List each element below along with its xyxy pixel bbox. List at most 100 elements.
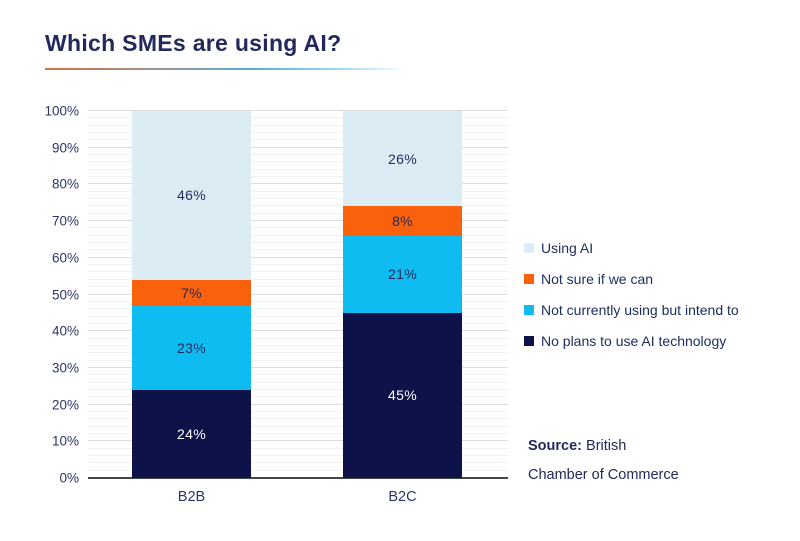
legend-label: Not currently using but intend to xyxy=(541,301,739,318)
segment-value-label: 8% xyxy=(392,213,413,230)
gridline-minor xyxy=(88,462,508,464)
segment-value-label: 26% xyxy=(388,150,417,167)
bar-segment-navy: 45% xyxy=(343,312,462,478)
stacked-bar-b2c: 45% 21% 8% 26% xyxy=(343,111,462,478)
gridline-major xyxy=(88,256,508,258)
y-axis-tick-label: 10% xyxy=(51,433,79,449)
gridline-major xyxy=(88,146,508,148)
bar-segment-orange: 8% xyxy=(343,206,462,236)
gridline-minor xyxy=(88,249,508,251)
gridline-minor xyxy=(88,454,508,456)
gridline-minor xyxy=(88,161,508,163)
segment-value-label: 24% xyxy=(177,425,206,442)
segment-value-label: 46% xyxy=(177,187,206,204)
bar-segment-orange: 7% xyxy=(132,279,251,306)
gridline-minor xyxy=(88,132,508,134)
legend-label: Using AI xyxy=(541,239,594,256)
chart-title: Which SMEs are using AI? xyxy=(45,30,342,56)
legend-item: Using AI xyxy=(524,239,739,256)
gridline-minor xyxy=(88,381,508,383)
legend-label: Not sure if we can xyxy=(541,270,654,287)
gridline-major xyxy=(88,330,508,332)
bar-segment-cyan: 21% xyxy=(343,235,462,313)
gridline-major xyxy=(88,220,508,222)
bar-segment-navy: 24% xyxy=(132,389,251,478)
title-underline-gradient xyxy=(45,68,405,70)
gridline-minor xyxy=(88,176,508,178)
gridline-minor xyxy=(88,234,508,236)
bar-segment-pale_blue: 26% xyxy=(343,111,462,207)
bar-segment-cyan: 23% xyxy=(132,305,251,390)
source-label: Source: xyxy=(528,438,582,454)
y-axis-tick-label: 80% xyxy=(51,176,79,192)
source-note: Source: British Chamber of Commerce xyxy=(528,432,679,490)
plot-area: 0% 10% 20% 30% 40% 50% 60% 70% 80% 90% 100% 24% 23% 7… xyxy=(44,104,508,505)
gridline-minor xyxy=(88,447,508,449)
gridline-minor xyxy=(88,139,508,141)
legend-swatch-orange xyxy=(524,273,534,284)
gridline-major xyxy=(88,183,508,185)
y-axis-tick-label: 90% xyxy=(51,140,79,156)
y-axis-tick-label: 60% xyxy=(51,250,79,266)
legend-item: No plans to use AI technology xyxy=(524,332,739,349)
gridline-minor xyxy=(88,359,508,361)
y-axis-tick-label: 20% xyxy=(51,397,79,413)
gridline-major xyxy=(88,110,508,111)
gridline-minor xyxy=(88,124,508,126)
gridline-minor xyxy=(88,469,508,471)
segment-value-label: 7% xyxy=(181,284,202,301)
gridline-minor xyxy=(88,278,508,280)
legend-swatch-navy xyxy=(524,335,534,346)
gridline-minor xyxy=(88,410,508,412)
y-axis-tick-label: 100% xyxy=(44,103,79,119)
gridline-minor xyxy=(88,352,508,354)
x-axis-line xyxy=(88,477,508,479)
gridline-major xyxy=(88,366,508,368)
y-axis-tick-label: 30% xyxy=(51,360,79,376)
gridline-minor xyxy=(88,212,508,214)
gridline-minor xyxy=(88,432,508,434)
legend-item: Not sure if we can xyxy=(524,270,739,287)
source-text-line1: British xyxy=(582,438,627,454)
gridline-minor xyxy=(88,242,508,244)
gridline-minor xyxy=(88,264,508,266)
x-axis-category-label: B2B xyxy=(177,489,206,505)
gridline-major xyxy=(88,440,508,442)
y-axis-tick-label: 40% xyxy=(51,323,79,339)
gridline-minor xyxy=(88,198,508,200)
legend-swatch-cyan xyxy=(524,304,534,315)
gridline-major xyxy=(88,403,508,405)
y-axis-tick-label: 0% xyxy=(59,470,79,486)
segment-value-label: 21% xyxy=(388,266,417,283)
gridline-minor xyxy=(88,425,508,427)
y-axis-tick-label: 70% xyxy=(51,213,79,229)
gridline-minor xyxy=(88,388,508,390)
gridline-minor xyxy=(88,418,508,420)
gridline-minor xyxy=(88,396,508,398)
gridline-minor xyxy=(88,337,508,339)
gridline-minor xyxy=(88,271,508,273)
gridline-major xyxy=(88,293,508,295)
segment-value-label: 23% xyxy=(177,339,206,356)
gridline-minor xyxy=(88,205,508,207)
gridline-minor xyxy=(88,154,508,156)
gridline-minor xyxy=(88,117,508,119)
legend-label: No plans to use AI technology xyxy=(541,332,727,349)
gridline-minor xyxy=(88,315,508,317)
gridline-minor xyxy=(88,227,508,229)
gridline-minor xyxy=(88,300,508,302)
legend: Using AI Not sure if we can Not currently … xyxy=(524,240,739,364)
gridline-minor xyxy=(88,344,508,346)
legend-item: Not currently using but intend to xyxy=(524,301,739,318)
gridline-minor xyxy=(88,190,508,192)
source-text-line2: Chamber of Commerce xyxy=(528,467,679,483)
y-axis-tick-label: 50% xyxy=(51,287,79,302)
segment-value-label: 45% xyxy=(388,387,417,404)
gridline-minor xyxy=(88,308,508,310)
gridline-minor xyxy=(88,322,508,324)
bar-segment-pale_blue: 46% xyxy=(132,111,251,280)
gridline-minor xyxy=(88,286,508,288)
gridline-minor xyxy=(88,374,508,376)
legend-swatch-pale_blue xyxy=(524,242,534,253)
